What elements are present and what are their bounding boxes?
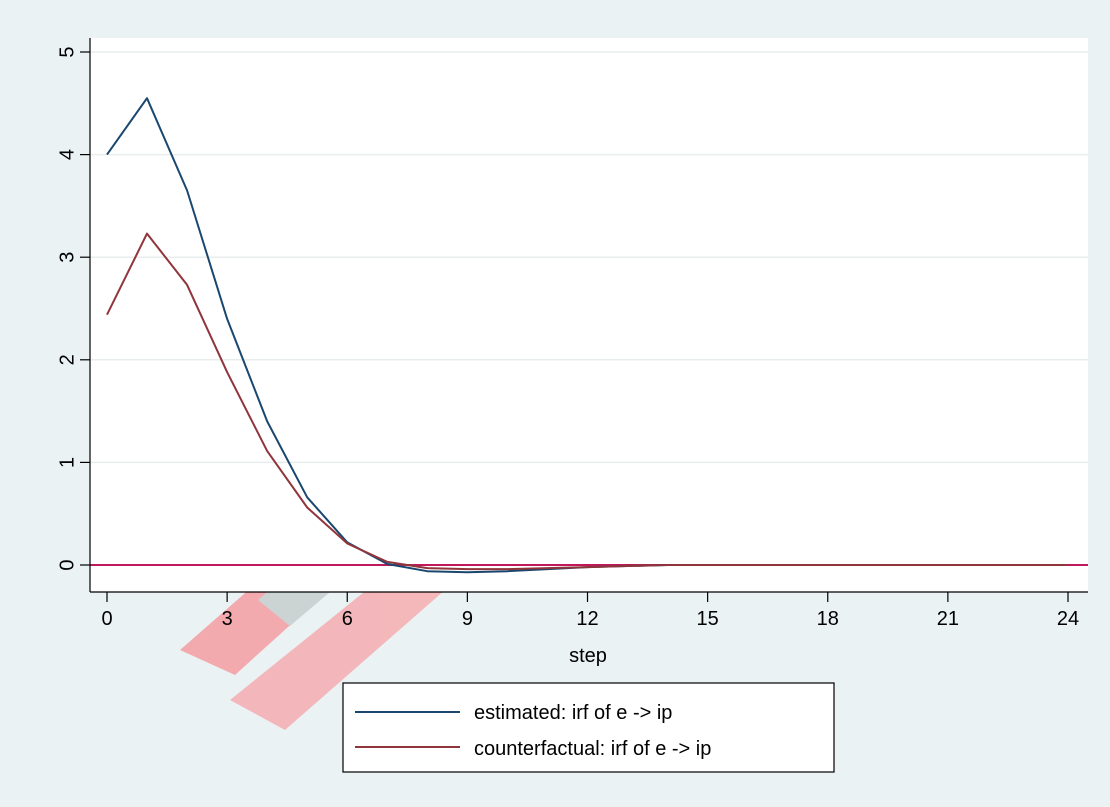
- x-axis-ticks: 0 3 6 9 12 15 18 21 24: [101, 592, 1079, 630]
- series-line-counterfactual: [106, 232, 1068, 571]
- y-tick-label-0: 0: [56, 559, 78, 570]
- legend-label-estimated: estimated: irf of e -> ip: [474, 702, 672, 724]
- plot-area: [90, 38, 1088, 592]
- x-tick-label-6: 6: [342, 608, 353, 630]
- legend-label-counterfactual: counterfactual: irf of e -> ip: [474, 738, 711, 760]
- grid-lines: [90, 51, 1088, 464]
- x-tick-label-24: 24: [1057, 608, 1079, 630]
- x-tick-label-12: 12: [576, 608, 598, 630]
- y-tick-label-3: 3: [56, 252, 78, 263]
- x-tick-label-15: 15: [697, 608, 719, 630]
- x-tick-label-9: 9: [462, 608, 473, 630]
- x-axis-title: step: [569, 645, 607, 667]
- x-tick-label-21: 21: [937, 608, 959, 630]
- x-tick-label-18: 18: [817, 608, 839, 630]
- legend-box: [342, 682, 835, 773]
- x-tick-label-3: 3: [222, 608, 233, 630]
- y-tick-label-4: 4: [56, 149, 78, 160]
- series-lines: [106, 97, 1068, 574]
- y-tick-label-2: 2: [56, 354, 78, 365]
- x-tick-label-0: 0: [101, 608, 112, 630]
- y-tick-label-5: 5: [56, 46, 78, 57]
- legend: estimated: irf of e -> ip counterfactual…: [342, 682, 835, 773]
- y-tick-label-1: 1: [56, 457, 78, 468]
- y-axis-ticks: 0 1 2 3 4 5: [56, 46, 90, 571]
